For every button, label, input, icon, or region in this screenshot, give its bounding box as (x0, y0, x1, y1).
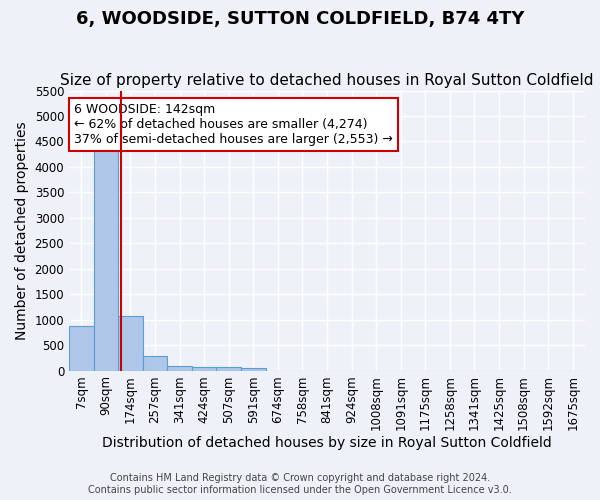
X-axis label: Distribution of detached houses by size in Royal Sutton Coldfield: Distribution of detached houses by size … (102, 436, 552, 450)
Text: 6 WOODSIDE: 142sqm
← 62% of detached houses are smaller (4,274)
37% of semi-deta: 6 WOODSIDE: 142sqm ← 62% of detached hou… (74, 103, 393, 146)
Bar (192, 366, 217, 370)
Bar (69, 326, 94, 370)
Text: 6, WOODSIDE, SUTTON COLDFIELD, B74 4TY: 6, WOODSIDE, SUTTON COLDFIELD, B74 4TY (76, 10, 524, 28)
Bar (94, 138, 118, 370)
Bar (143, 356, 167, 370)
Y-axis label: Number of detached properties: Number of detached properties (15, 122, 29, 340)
Bar (167, 366, 192, 370)
Title: Size of property relative to detached houses in Royal Sutton Coldfield: Size of property relative to detached ho… (60, 73, 594, 88)
Bar (118, 316, 143, 370)
Text: Contains HM Land Registry data © Crown copyright and database right 2024.
Contai: Contains HM Land Registry data © Crown c… (88, 474, 512, 495)
Bar (217, 366, 241, 370)
Bar (241, 368, 266, 370)
